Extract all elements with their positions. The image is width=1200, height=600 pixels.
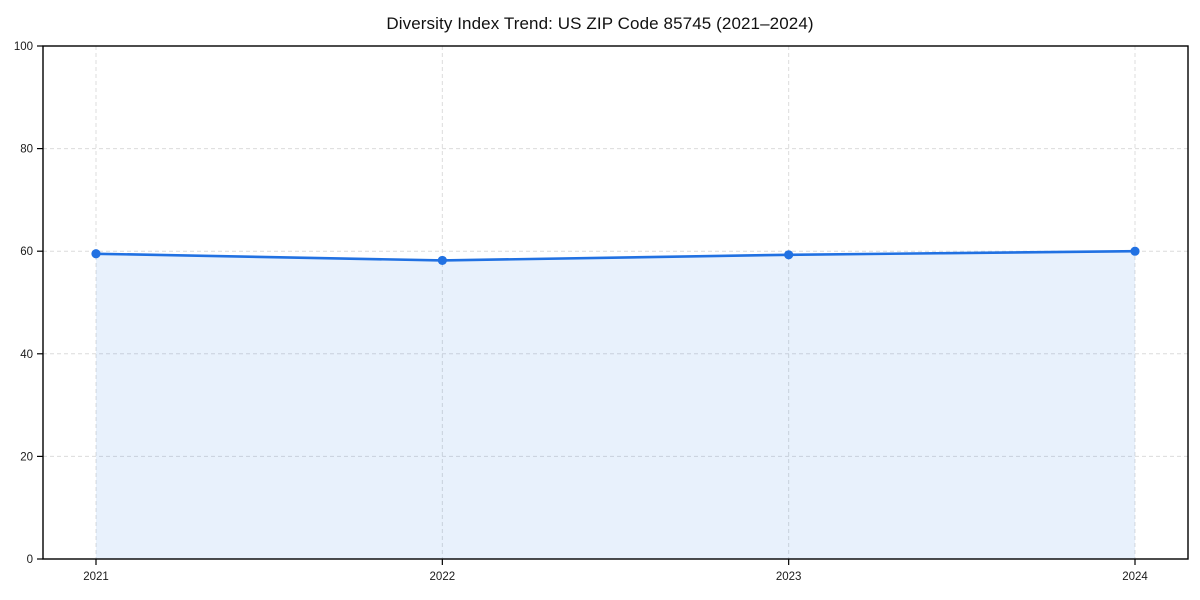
y-tick-label: 0 (27, 554, 33, 566)
y-tick-label: 40 (20, 349, 33, 361)
chart-title: Diversity Index Trend: US ZIP Code 85745… (386, 14, 814, 33)
series-area-fill (96, 251, 1135, 559)
x-tick-label: 2022 (430, 571, 456, 583)
data-point-marker (91, 249, 101, 259)
data-point-marker (784, 250, 794, 260)
y-tick-label: 80 (20, 144, 33, 156)
y-tick-label: 100 (14, 41, 33, 53)
y-tick-label: 60 (20, 246, 33, 258)
x-tick-label: 2023 (776, 571, 802, 583)
x-tick-label: 2024 (1122, 571, 1148, 583)
y-tick-label: 20 (20, 451, 33, 463)
x-tick-label: 2021 (83, 571, 109, 583)
plot-border (42, 45, 1189, 560)
data-point-marker (1130, 246, 1140, 256)
data-point-marker (437, 255, 447, 266)
series-line (94, 249, 1137, 262)
